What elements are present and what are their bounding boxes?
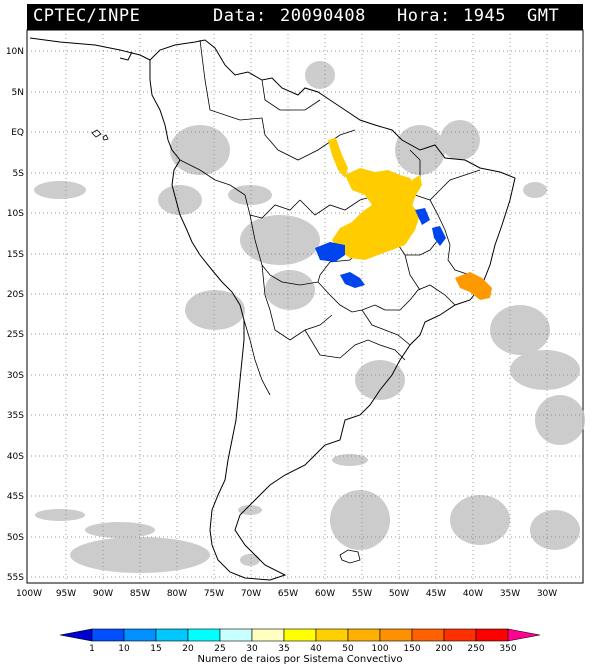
colorbar-segment <box>155 628 189 642</box>
colorbar-segment <box>219 628 253 642</box>
satellite-cloud-cover <box>34 61 585 573</box>
colorbar-segment <box>123 628 157 642</box>
lat-tick-label: 25S <box>7 330 24 340</box>
hour-value: 1945 <box>463 6 506 26</box>
colorbar-tick-label: 50 <box>342 644 354 654</box>
convective-system-orange <box>455 272 492 300</box>
colorbar-low-arrow <box>59 628 93 642</box>
lon-tick-label: 40W <box>463 589 483 599</box>
colorbar-segment <box>283 628 317 642</box>
south-america-coastline <box>149 39 516 581</box>
lon-tick-label: 100W <box>16 589 42 599</box>
lat-tick-label: 5N <box>12 88 24 98</box>
lat-tick-label: 55S <box>7 573 24 583</box>
map-grid <box>27 30 583 583</box>
colorbar-segment <box>411 628 445 642</box>
lat-tick-label: 45S <box>7 492 24 502</box>
central-america-coastline <box>29 37 151 61</box>
lat-tick-label: 30S <box>7 371 24 381</box>
colorbar-tick-label: 35 <box>278 644 289 654</box>
lon-tick-label: 35W <box>500 589 520 599</box>
colorbar-tick-label: 15 <box>150 644 161 654</box>
country-borders <box>179 39 483 396</box>
tz-label: GMT <box>527 6 560 26</box>
map-frame <box>26 29 584 584</box>
colorbar-segment <box>91 628 125 642</box>
lat-tick-label: 20S <box>7 290 24 300</box>
colorbar-high-arrow <box>507 628 541 642</box>
colorbar-tick-label: 250 <box>467 644 484 654</box>
colorbar-segment <box>475 628 509 642</box>
colorbar-segment <box>251 628 285 642</box>
lat-tick-label: 5S <box>13 169 25 179</box>
colorbar-segment <box>347 628 381 642</box>
colorbar-tick-label: 150 <box>403 644 420 654</box>
lon-tick-label: 45W <box>426 589 446 599</box>
lat-tick-label: 10N <box>6 47 24 57</box>
source-label: CPTEC/INPE <box>33 6 141 26</box>
date-label: Data: <box>213 6 267 26</box>
lat-tick-label: 10S <box>7 209 24 219</box>
colorbar-tick-label: 30 <box>246 644 258 654</box>
lon-tick-label: 55W <box>352 589 372 599</box>
colorbar-segment <box>315 628 349 642</box>
lon-tick-label: 50W <box>389 589 409 599</box>
colorbar-segment <box>443 628 477 642</box>
lon-tick-label: 85W <box>130 589 150 599</box>
colorbar-tick-label: 40 <box>310 644 322 654</box>
latitude-axis: 10N 5N EQ 5S 10S 15S 20S 25S 30S 35S 40S… <box>6 47 24 583</box>
colorbar-tick-label: 200 <box>435 644 452 654</box>
hour-label: Hora: <box>397 6 451 26</box>
lon-tick-label: 80W <box>167 589 187 599</box>
colorbar-tick-label: 350 <box>499 644 516 654</box>
colorbar-tick-label: 20 <box>182 644 194 654</box>
lon-tick-label: 75W <box>204 589 224 599</box>
lat-tick-label: EQ <box>11 128 24 138</box>
lon-tick-label: 65W <box>278 589 298 599</box>
colorbar-tick-label: 10 <box>118 644 130 654</box>
galapagos-islands <box>91 129 109 141</box>
lon-tick-label: 60W <box>315 589 335 599</box>
lon-tick-label: 95W <box>56 589 76 599</box>
colorbar-caption: Numero de raios por Sistema Convectivo <box>197 654 403 665</box>
colorbar-segment <box>187 628 221 642</box>
lat-tick-label: 40S <box>7 452 24 462</box>
lat-tick-label: 35S <box>7 411 24 421</box>
colorbar: 1 10 15 20 25 30 35 40 50 100 150 200 25… <box>59 628 541 654</box>
colorbar-tick-label: 1 <box>89 644 95 654</box>
lat-tick-label: 15S <box>7 250 24 260</box>
lon-tick-label: 70W <box>241 589 261 599</box>
colorbar-segment <box>379 628 413 642</box>
colorbar-tick-label: 100 <box>371 644 388 654</box>
title-bar: CPTEC/INPE Data: 20090408 Hora: 1945 GMT <box>27 4 583 30</box>
falkland-islands <box>339 549 361 564</box>
longitude-axis: 100W 95W 90W 85W 80W 75W 70W 65W 60W 55W… <box>16 589 557 599</box>
lon-tick-label: 90W <box>93 589 113 599</box>
lat-tick-label: 50S <box>7 533 24 543</box>
convective-system-blue <box>315 208 446 288</box>
date-value: 20090408 <box>280 6 366 26</box>
colorbar-tick-label: 25 <box>214 644 225 654</box>
lon-tick-label: 30W <box>537 589 557 599</box>
convective-system-yellow <box>328 138 422 260</box>
